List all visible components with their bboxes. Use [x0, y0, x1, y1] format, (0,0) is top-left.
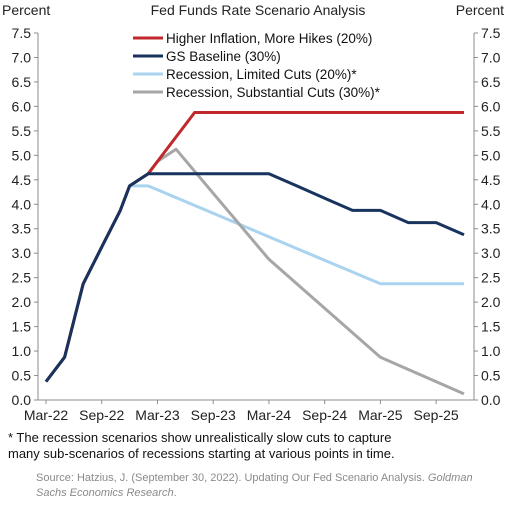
y-tick-label-left: 1.5 [12, 319, 32, 335]
y-tick-label-right: 6.0 [481, 98, 501, 114]
y-tick-label-right: 7.0 [481, 49, 501, 65]
y-tick-label-right: 5.5 [481, 123, 501, 139]
x-tick-label: Sep-24 [302, 407, 347, 423]
y-tick-label-right: 5.0 [481, 147, 501, 163]
y-tick-label-right: 0.5 [481, 368, 501, 384]
legend-label-3: Recession, Limited Cuts (20%)* [166, 67, 357, 82]
y-tick-label-right: 1.0 [481, 343, 501, 359]
y-tick-label-right: 7.5 [481, 25, 501, 41]
y-tick-label-left: 1.0 [12, 343, 32, 359]
source-publication: Goldman Sachs Economics Research [36, 472, 473, 499]
source-citation: Source: Hatzius, J. (September 30, 2022)… [36, 471, 506, 501]
y-tick-label-left: 5.0 [12, 147, 32, 163]
y-tick-label-left: 7.5 [12, 25, 32, 41]
chart-title: Fed Funds Rate Scenario Analysis [151, 2, 366, 18]
axes: 0.0 0.0 0.5 0.5 1.0 1.0 1.5 1.5 2.0 2.0 2.5 2.5 3.0 3… [12, 25, 501, 423]
left-axis-label: Percent [2, 2, 50, 18]
y-tick-label-left: 4.5 [12, 172, 32, 188]
y-tick-label-left: 0.5 [12, 368, 32, 384]
series-line-2 [44, 172, 465, 383]
x-tick-label: Mar-24 [247, 407, 292, 423]
x-tick-label: Sep-23 [191, 407, 236, 423]
legend-label-4: Recession, Substantial Cuts (30%)* [166, 85, 381, 100]
y-tick-label-right: 3.0 [481, 245, 501, 261]
series-line-4 [44, 147, 465, 396]
y-tick-label-left: 2.0 [12, 294, 32, 310]
x-tick-label: Mar-22 [24, 407, 69, 423]
y-tick-label-right: 6.5 [481, 74, 501, 90]
footnote: * The recession scenarios show unrealist… [8, 430, 395, 461]
x-tick-label: Mar-25 [358, 407, 403, 423]
y-tick-label-right: 4.5 [481, 172, 501, 188]
x-tick-label: Sep-22 [79, 407, 124, 423]
y-tick-label-left: 3.0 [12, 245, 32, 261]
source-suffix: . [173, 487, 177, 499]
series-line-1 [44, 111, 464, 383]
right-axis-label: Percent [456, 2, 504, 18]
y-tick-label-right: 0.0 [481, 392, 501, 408]
series-line-3 [44, 184, 464, 383]
legend-label-1: Higher Inflation, More Hikes (20%) [166, 31, 372, 46]
series-lines [44, 111, 465, 396]
legend-label-2: GS Baseline (30%) [166, 49, 281, 64]
fed-funds-chart: Fed Funds Rate Scenario Analysis Percent… [2, 2, 504, 423]
legend: Higher Inflation, More Hikes (20%) GS Bas… [133, 31, 381, 100]
y-tick-label-right: 3.5 [481, 221, 501, 237]
y-tick-label-left: 2.5 [12, 270, 32, 286]
y-tick-label-right: 4.0 [481, 196, 501, 212]
y-tick-label-right: 2.0 [481, 294, 501, 310]
y-tick-label-left: 6.5 [12, 74, 32, 90]
x-tick-label: Sep-25 [414, 407, 459, 423]
x-tick-label: Mar-23 [135, 407, 180, 423]
y-tick-label-right: 2.5 [481, 270, 501, 286]
y-tick-label-left: 7.0 [12, 49, 32, 65]
source-prefix: Source: Hatzius, J. (September 30, 2022)… [36, 472, 428, 484]
y-tick-label-left: 6.0 [12, 98, 32, 114]
y-tick-label-left: 4.0 [12, 196, 32, 212]
y-tick-label-left: 0.0 [12, 392, 32, 408]
y-tick-label-left: 3.5 [12, 221, 32, 237]
y-tick-label-left: 5.5 [12, 123, 32, 139]
y-tick-label-right: 1.5 [481, 319, 501, 335]
